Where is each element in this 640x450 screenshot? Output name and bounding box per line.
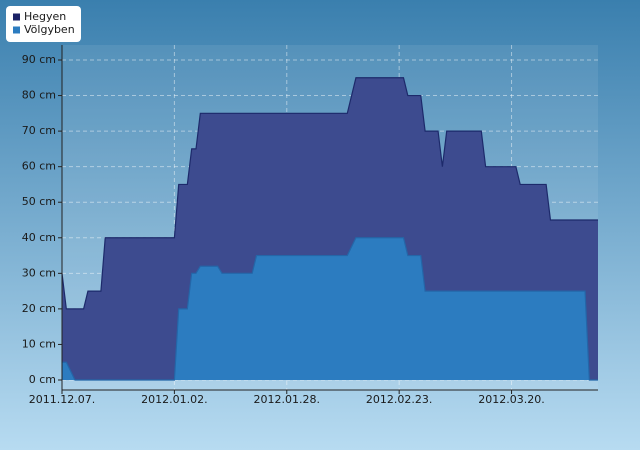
y-tick-label: 50 cm <box>22 195 56 208</box>
legend-marker <box>13 26 20 34</box>
legend-label: Völgyben <box>24 23 75 36</box>
y-tick-label: 10 cm <box>22 337 56 350</box>
y-tick-label: 0 cm <box>29 373 56 386</box>
x-tick-label: 2012.03.20. <box>478 393 544 406</box>
y-tick-label: 30 cm <box>22 266 56 279</box>
legend-marker <box>13 13 20 21</box>
x-tick-label: 2012.02.23. <box>366 393 432 406</box>
y-tick-label: 40 cm <box>22 231 56 244</box>
area <box>62 237 598 380</box>
y-tick-label: 70 cm <box>22 124 56 137</box>
x-tick-label: 2012.01.02. <box>141 393 207 406</box>
legend <box>6 6 81 42</box>
y-tick-label: 20 cm <box>22 302 56 315</box>
area-line <box>61 77 598 310</box>
legend-label: Hegyen <box>24 10 66 23</box>
y-tick-label: 60 cm <box>22 160 56 173</box>
x-tick-label: 2012.01.28. <box>254 393 320 406</box>
y-tick-label: 80 cm <box>22 89 56 102</box>
y-tick-label: 90 cm <box>22 53 56 66</box>
x-tick-label: 2011.12.07. <box>29 393 95 406</box>
area-line <box>62 237 598 381</box>
